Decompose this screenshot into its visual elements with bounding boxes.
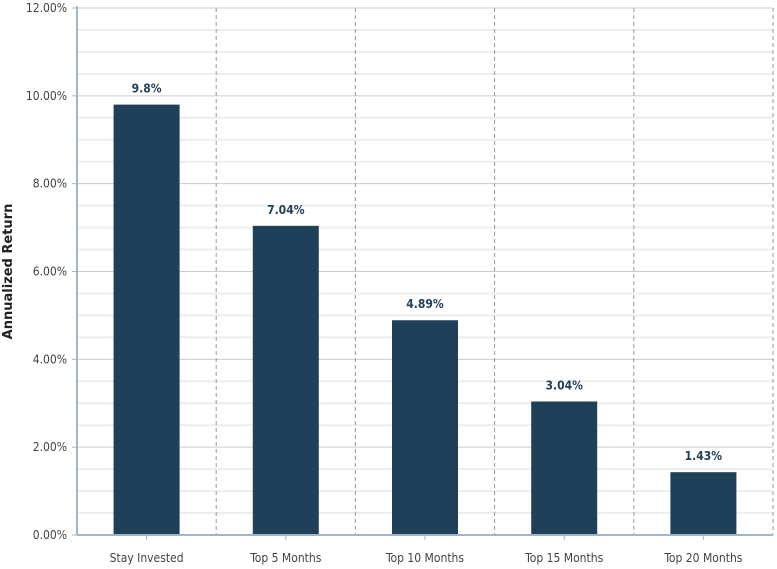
data-label: 9.8%	[132, 82, 162, 96]
y-tick-label: 12.00%	[26, 1, 67, 15]
data-labels: 9.8% 7.04% 4.89% 3.04% 1.43%	[132, 82, 723, 464]
y-tick-label: 8.00%	[33, 177, 67, 191]
data-label: 4.89%	[406, 297, 444, 311]
y-tick-label: 4.00%	[33, 352, 67, 366]
bar	[113, 104, 180, 535]
bar	[670, 472, 737, 535]
axes	[72, 6, 773, 540]
data-label: 3.04%	[545, 378, 583, 392]
data-label: 1.43%	[685, 449, 723, 463]
y-tick-label: 6.00%	[33, 265, 67, 279]
x-category-label: Top 5 Months	[249, 551, 322, 565]
y-tick-labels: 0.00% 2.00% 4.00% 6.00% 8.00% 10.00% 12.00%	[26, 1, 67, 542]
category-dividers	[215, 8, 774, 535]
grid-lines	[77, 7, 773, 536]
bar	[531, 401, 598, 535]
bar	[392, 320, 458, 535]
x-category-label: Top 10 Months	[385, 551, 464, 565]
bar	[252, 225, 319, 535]
y-axis-title: Annualized Return	[1, 204, 16, 340]
x-category-label: Stay Invested	[110, 551, 184, 565]
x-category-label: Top 20 Months	[663, 551, 742, 565]
data-label: 7.04%	[267, 203, 305, 217]
y-tick-label: 10.00%	[26, 89, 67, 103]
x-category-labels: Stay Invested Top 5 Months Top 10 Months To…	[110, 551, 743, 565]
bars	[113, 104, 737, 535]
y-tick-label: 2.00%	[33, 440, 67, 454]
x-category-label: Top 15 Months	[524, 551, 603, 565]
y-tick-label: 0.00%	[33, 528, 67, 542]
